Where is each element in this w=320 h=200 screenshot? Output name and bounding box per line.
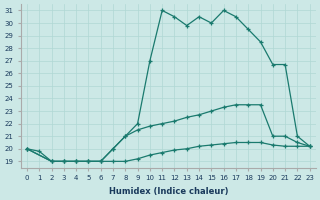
X-axis label: Humidex (Indice chaleur): Humidex (Indice chaleur) xyxy=(108,187,228,196)
